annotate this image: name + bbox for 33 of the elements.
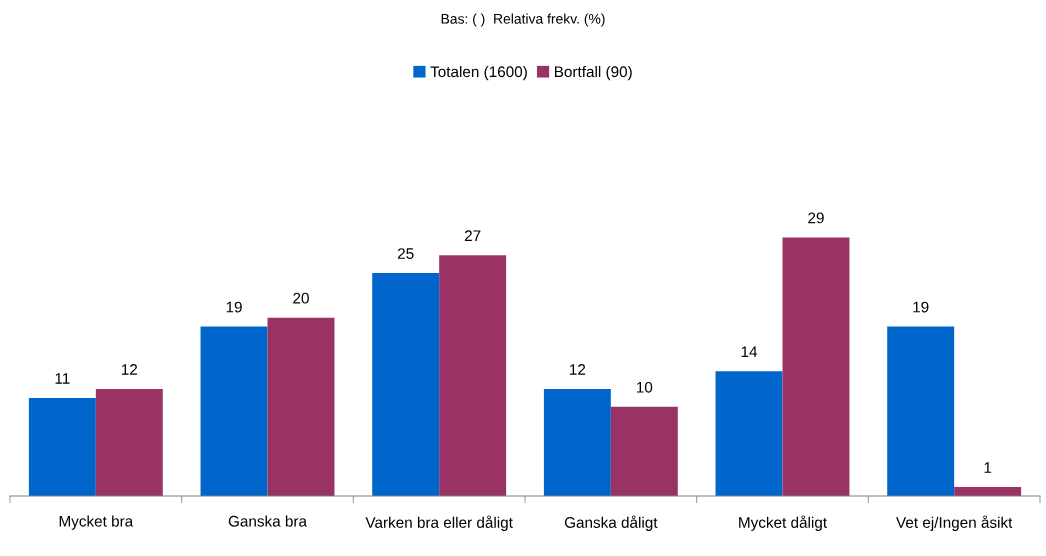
legend-label: Bortfall (90) (554, 65, 632, 81)
bar (267, 317, 335, 496)
x-tick-label: Varken bra eller dåligt (365, 515, 513, 531)
bar (715, 371, 783, 496)
bar (372, 273, 440, 496)
data-label: 14 (741, 346, 758, 357)
x-tick-label: Vet ej/Ingen åsikt (896, 515, 1013, 531)
bar (95, 389, 163, 496)
bar (439, 255, 507, 496)
x-tick-label: Ganska dåligt (564, 515, 658, 531)
bar (200, 326, 268, 496)
x-tick-label: Mycket dåligt (739, 515, 827, 531)
data-label: 20 (293, 292, 309, 304)
data-label: 25 (397, 248, 414, 259)
data-label: 12 (570, 364, 586, 375)
data-label: 19 (226, 301, 242, 313)
x-tick-label: Mycket bra (59, 515, 134, 530)
legend-label: Totalen (1600) (430, 65, 527, 81)
chart-title: Bas: ( ) Relativa frekv. (%) (441, 13, 605, 27)
data-label: 29 (808, 212, 824, 224)
data-label: 12 (121, 364, 138, 375)
bar (543, 389, 611, 496)
bar (28, 397, 96, 496)
bar (954, 487, 1022, 496)
bar (610, 406, 678, 496)
bar (887, 326, 955, 496)
data-label: 10 (636, 381, 653, 393)
x-tick-label: Ganska bra (228, 515, 307, 527)
data-label: 27 (464, 230, 481, 241)
data-label: 1 (984, 462, 992, 473)
data-label: 19 (913, 301, 929, 313)
data-label: 11 (55, 373, 70, 384)
bar (782, 237, 850, 496)
